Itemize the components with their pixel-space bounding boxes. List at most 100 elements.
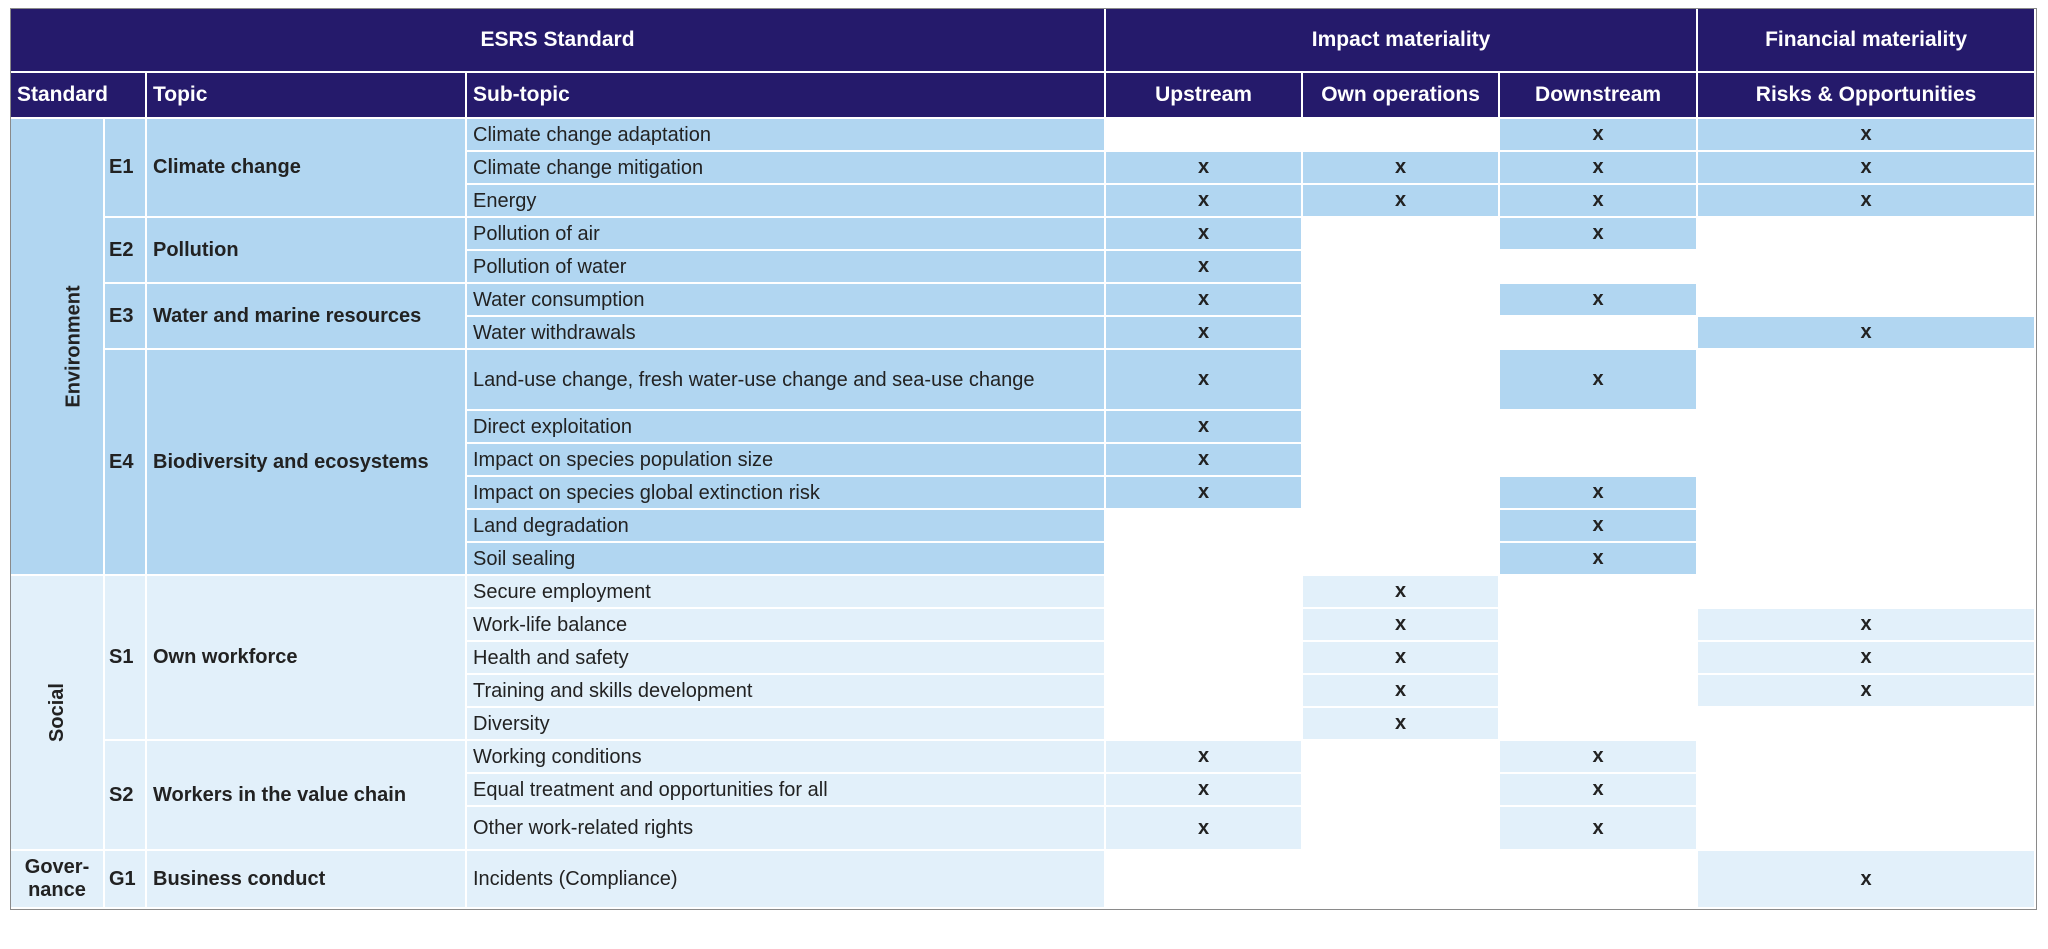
sub-topic-label: Working conditions bbox=[473, 745, 642, 768]
materiality-cell bbox=[1698, 774, 2037, 807]
sub-topic: Other work-related rights bbox=[467, 807, 1107, 851]
topic-code: E2 bbox=[105, 218, 147, 284]
sub-topic: Water withdrawals bbox=[467, 317, 1107, 350]
sub-topic: Land-use change, fresh water-use change … bbox=[467, 350, 1107, 411]
sub-topic-label: Direct exploitation bbox=[473, 415, 632, 438]
materiality-cell bbox=[1303, 807, 1501, 851]
topic-name: Water and marine resources bbox=[147, 284, 467, 350]
sub-topic-label: Other work-related rights bbox=[473, 817, 694, 839]
materiality-cell bbox=[1500, 708, 1699, 741]
materiality-cell: x bbox=[1106, 477, 1304, 510]
sub-topic: Energy bbox=[467, 185, 1107, 218]
materiality-cell bbox=[1698, 576, 2037, 609]
table-row: Impact on species global extinction risk… bbox=[11, 477, 2037, 510]
materiality-cell: x bbox=[1500, 218, 1699, 251]
column-header: Standard bbox=[11, 73, 147, 119]
materiality-cell: x bbox=[1500, 284, 1699, 317]
materiality-cell: x bbox=[1303, 642, 1501, 675]
sub-topic: Equal treatment and opportunities for al… bbox=[467, 774, 1107, 807]
table-row: Diversity x bbox=[11, 708, 2037, 741]
materiality-cell bbox=[1303, 350, 1501, 411]
materiality-cell bbox=[1303, 284, 1501, 317]
materiality-cell bbox=[1106, 708, 1304, 741]
materiality-cell: x bbox=[1500, 807, 1699, 851]
sub-topic-label: Climate change adaptation bbox=[473, 123, 711, 146]
table-row: E3 Water and marine resources Water consum… bbox=[11, 284, 2037, 350]
materiality-cell bbox=[1106, 510, 1304, 543]
table-row: Equal treatment and opportunities for al… bbox=[11, 774, 2037, 807]
sub-topic: Secure employment bbox=[467, 576, 1107, 609]
materiality-cell: x bbox=[1698, 119, 2037, 152]
sub-topic: Water consumption bbox=[467, 284, 1107, 317]
materiality-cell: x bbox=[1698, 851, 2037, 909]
table-row: Other work-related rights x x bbox=[11, 807, 2037, 851]
sub-topic: Impact on species population size bbox=[467, 444, 1107, 477]
materiality-cell bbox=[1698, 741, 2037, 774]
sub-topic: Direct exploitation bbox=[467, 411, 1107, 444]
sub-topic-label: Pollution of water bbox=[473, 255, 627, 278]
sub-topic-label: Water consumption bbox=[473, 288, 645, 311]
sub-topic-label: Land degradation bbox=[473, 514, 629, 537]
topic-name: Climate change bbox=[147, 119, 467, 218]
sub-topic-label: Climate change mitigation bbox=[473, 156, 704, 179]
sub-topic: Climate change adaptation bbox=[467, 119, 1107, 152]
materiality-cell: x bbox=[1303, 708, 1501, 741]
column-header: Own operations bbox=[1303, 73, 1501, 119]
materiality-cell: x bbox=[1500, 119, 1699, 152]
materiality-cell bbox=[1106, 851, 1304, 909]
materiality-cell bbox=[1698, 411, 2037, 444]
materiality-cell bbox=[1698, 218, 2037, 251]
materiality-cell: x bbox=[1698, 185, 2037, 218]
sub-topic-label: Energy bbox=[473, 189, 537, 212]
topic-name: Own workforce bbox=[147, 576, 467, 741]
sub-topic: Diversity bbox=[467, 708, 1107, 741]
sub-topic: Working conditions bbox=[467, 741, 1107, 774]
materiality-cell: x bbox=[1500, 741, 1699, 774]
materiality-cell: x bbox=[1106, 444, 1304, 477]
topic-name: Business conduct bbox=[147, 851, 467, 909]
table-row: Pollution of water x bbox=[11, 251, 2037, 284]
materiality-cell: x bbox=[1106, 284, 1304, 317]
column-header: Downstream bbox=[1500, 73, 1699, 119]
topic-code: E4 bbox=[105, 350, 147, 576]
topic-code: G1 bbox=[105, 851, 147, 909]
sub-topic-label: Land-use change, fresh water-use change … bbox=[473, 368, 1035, 391]
materiality-table: ESRS Standard Impact materiality Financi… bbox=[10, 8, 2038, 910]
section-label: Environment bbox=[62, 285, 85, 408]
header-group-row: ESRS Standard Impact materiality Financi… bbox=[11, 9, 2037, 73]
sub-topic: Incidents (Compliance) bbox=[467, 851, 1107, 909]
table-row: Training and skills development x x bbox=[11, 675, 2037, 708]
column-header: Risks & Opportunities bbox=[1698, 73, 2037, 119]
materiality-cell bbox=[1500, 411, 1699, 444]
materiality-cell bbox=[1303, 477, 1501, 510]
materiality-cell: x bbox=[1106, 185, 1304, 218]
sub-topic-label: Soil sealing bbox=[473, 547, 576, 570]
materiality-cell bbox=[1698, 543, 2037, 576]
materiality-cell: x bbox=[1698, 609, 2037, 642]
table-row: Water withdrawals x x bbox=[11, 317, 2037, 350]
materiality-cell bbox=[1303, 741, 1501, 774]
sub-topic: Work-life balance bbox=[467, 609, 1107, 642]
sub-topic-label: Pollution of air bbox=[473, 222, 600, 245]
topic-name: Workers in the value chain bbox=[147, 741, 467, 851]
materiality-cell bbox=[1303, 444, 1501, 477]
section-label: Social bbox=[45, 683, 68, 742]
sub-topic-label: Health and safety bbox=[473, 646, 629, 669]
materiality-cell bbox=[1698, 251, 2037, 284]
table-row: E2 Pollution Pollution of air x x bbox=[11, 218, 2037, 284]
materiality-cell: x bbox=[1698, 675, 2037, 708]
materiality-cell bbox=[1698, 350, 2037, 411]
column-header: Upstream bbox=[1106, 73, 1304, 119]
topic-code: E3 bbox=[105, 284, 147, 350]
materiality-cell bbox=[1500, 609, 1699, 642]
materiality-cell bbox=[1698, 708, 2037, 741]
materiality-cell bbox=[1698, 284, 2037, 317]
section-cell: Environment bbox=[11, 119, 105, 576]
materiality-cell bbox=[1303, 510, 1501, 543]
materiality-cell: x bbox=[1303, 675, 1501, 708]
table-row: S2 Workers in the value chain Working cond… bbox=[11, 741, 2037, 851]
section-label: Gover-nance bbox=[24, 856, 90, 901]
materiality-cell: x bbox=[1106, 411, 1304, 444]
sub-topic-label: Water withdrawals bbox=[473, 321, 636, 344]
